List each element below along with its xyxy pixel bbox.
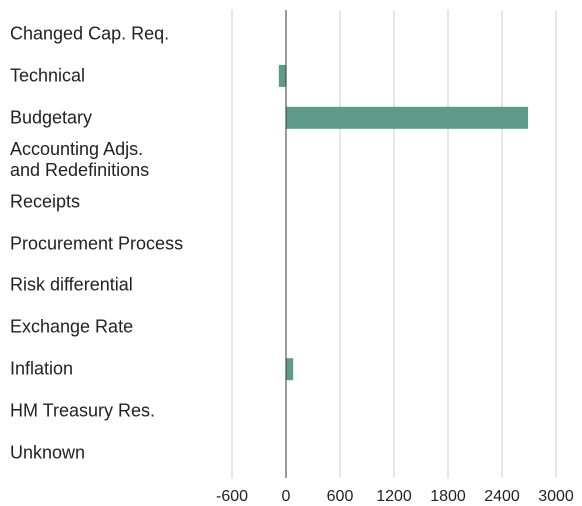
- category-label: Receipts: [10, 191, 81, 212]
- category-label: Budgetary: [10, 107, 93, 128]
- x-tick-label: -600: [216, 488, 248, 505]
- x-tick-label: 2400: [484, 488, 520, 505]
- bar: [286, 106, 529, 129]
- x-tick-label: 1200: [376, 488, 412, 505]
- category-label: HM Treasury Res.: [10, 400, 156, 421]
- bar: [286, 358, 294, 381]
- category-label: Procurement Process: [10, 233, 184, 253]
- x-tick-label: 600: [327, 488, 354, 505]
- category-label: Inflation: [10, 358, 74, 379]
- category-label: Accounting Adjs. and Redefinitions: [10, 138, 150, 180]
- x-tick-label: 0: [282, 488, 291, 505]
- category-label: Changed Cap. Req.: [10, 23, 170, 44]
- bar: [278, 64, 286, 87]
- x-tick-label: 3000: [538, 488, 574, 505]
- category-label: Unknown: [10, 442, 86, 463]
- category-label: Exchange Rate: [10, 316, 134, 337]
- category-label: Technical: [10, 65, 86, 86]
- x-tick-label: 1800: [430, 488, 466, 505]
- category-label: Risk differential: [10, 274, 133, 295]
